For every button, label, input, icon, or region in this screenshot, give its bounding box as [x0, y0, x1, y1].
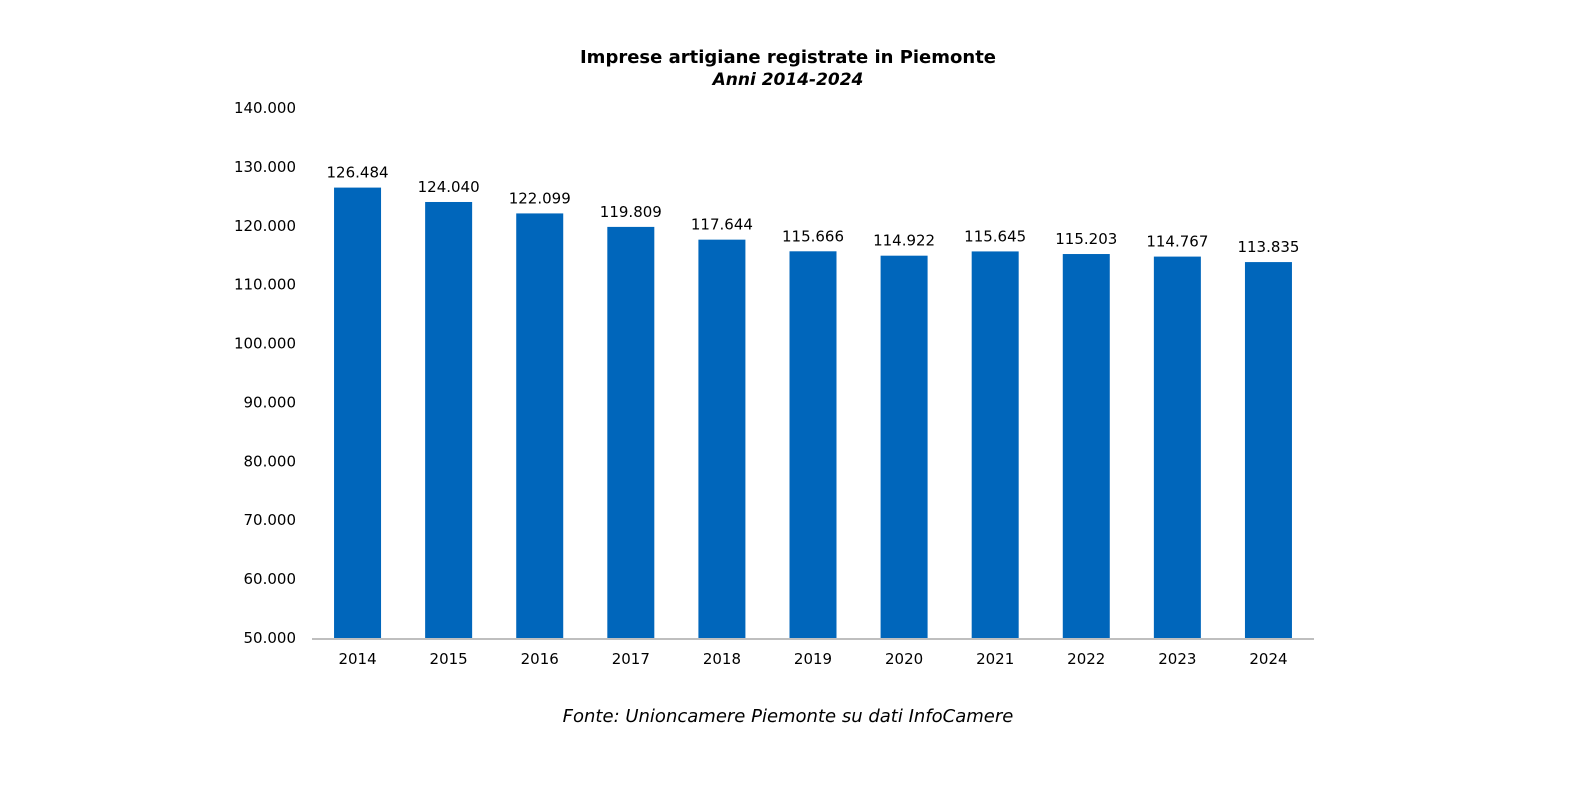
data-label: 115.645 — [964, 227, 1026, 245]
data-label: 115.666 — [782, 227, 844, 245]
y-tick-label: 70.000 — [244, 511, 297, 529]
source-note: Fonte: Unioncamere Piemonte su dati Info… — [563, 706, 1014, 727]
y-tick-label: 90.000 — [244, 393, 297, 411]
bar — [1244, 262, 1292, 638]
x-tick-label: 2019 — [794, 650, 832, 668]
x-tick-label: 2016 — [521, 650, 559, 668]
bar — [607, 226, 655, 638]
chart-subtitle: Anni 2014-2024 — [711, 70, 864, 90]
data-label: 126.484 — [327, 164, 389, 182]
bar — [789, 251, 837, 638]
x-tick-label: 2022 — [1067, 650, 1105, 668]
y-tick-label: 130.000 — [234, 158, 296, 176]
y-tick-label: 140.000 — [234, 99, 296, 117]
x-tick-label: 2017 — [612, 650, 650, 668]
data-label: 114.767 — [1146, 233, 1208, 251]
x-axis-tick-labels: 2014 2015 2016 2017 2018 2019 2020 2021 2022 2023… — [338, 650, 1287, 668]
x-tick-label: 2024 — [1249, 650, 1287, 668]
bar — [1062, 254, 1110, 638]
bar — [1153, 256, 1201, 638]
y-tick-label: 100.000 — [234, 335, 296, 353]
y-tick-label: 80.000 — [244, 452, 297, 470]
data-labels-group: 126.484 124.040 122.099 119.809 117.644 115.6… — [327, 164, 1300, 256]
y-axis-tick-labels: 50.000 60.000 70.000 80.000 90.000 100.000 110… — [234, 99, 296, 647]
y-tick-label: 120.000 — [234, 217, 296, 235]
y-tick-label: 60.000 — [244, 570, 297, 588]
data-label: 113.835 — [1237, 238, 1299, 256]
y-tick-label: 110.000 — [234, 276, 296, 294]
data-label: 117.644 — [691, 216, 753, 234]
data-label: 119.809 — [600, 203, 662, 221]
bar — [880, 255, 928, 638]
bars-group — [334, 187, 1292, 639]
data-label: 115.203 — [1055, 230, 1117, 248]
x-tick-label: 2020 — [885, 650, 923, 668]
data-label: 124.040 — [418, 178, 480, 196]
x-tick-label: 2021 — [976, 650, 1014, 668]
x-tick-label: 2014 — [338, 650, 376, 668]
bar — [334, 187, 382, 638]
x-tick-label: 2023 — [1158, 650, 1196, 668]
y-tick-label: 50.000 — [244, 629, 297, 647]
bar — [516, 213, 564, 639]
bar — [971, 251, 1019, 638]
bar — [698, 239, 746, 639]
bar — [425, 201, 473, 638]
x-tick-label: 2015 — [430, 650, 468, 668]
x-tick-label: 2018 — [703, 650, 741, 668]
data-label: 122.099 — [509, 189, 571, 207]
data-label: 114.922 — [873, 232, 935, 250]
chart-title: Imprese artigiane registrate in Piemonte — [580, 47, 996, 68]
